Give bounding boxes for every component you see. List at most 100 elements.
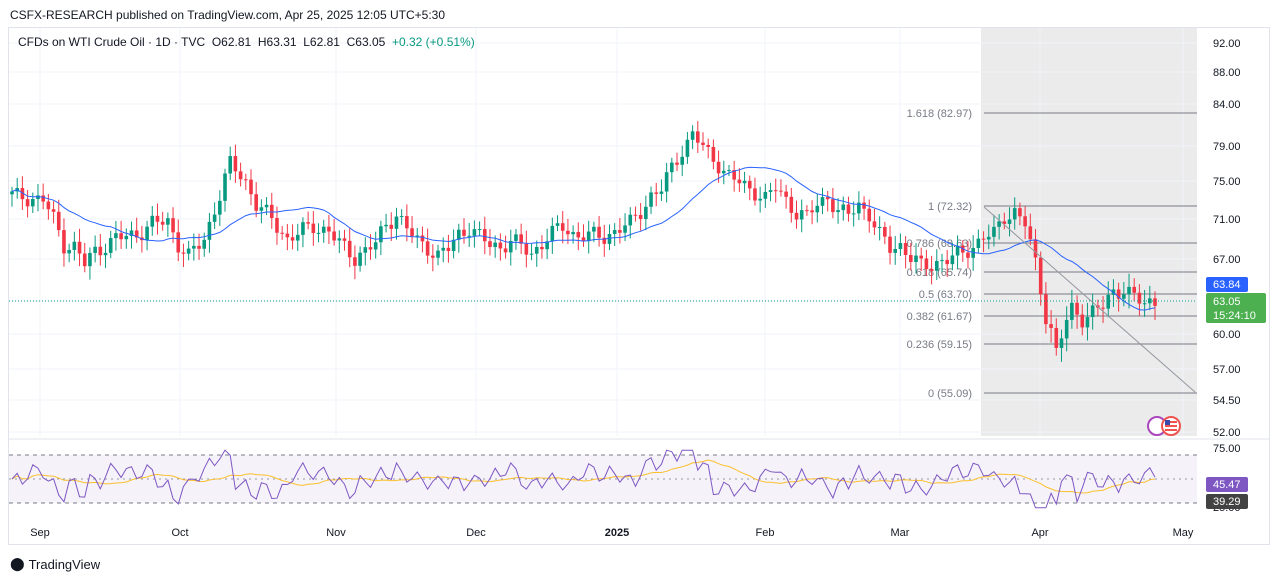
candle-body	[638, 214, 643, 219]
rsi-ma-tag	[1206, 494, 1248, 509]
moving-average-line	[11, 166, 1156, 311]
candle-body	[576, 232, 581, 238]
publisher-header: CSFX-RESEARCH published on TradingView.c…	[10, 8, 446, 22]
candle-body	[280, 232, 284, 234]
candle-body	[20, 188, 25, 200]
candle-body	[696, 131, 700, 143]
candle-body	[259, 207, 264, 211]
candle-body	[685, 139, 690, 157]
candle-body	[451, 239, 456, 252]
fib-level-label: 0.5 (63.70)	[919, 289, 972, 301]
candle-body	[742, 180, 747, 184]
candle-body	[898, 243, 903, 250]
candle-body	[332, 231, 336, 241]
candle-body	[171, 218, 175, 233]
time-axis-label: Oct	[171, 527, 188, 539]
candle-body	[1090, 305, 1095, 318]
candle-body	[290, 237, 295, 241]
fib-level-label: 0.618 (65.74)	[907, 267, 972, 279]
candle-body	[903, 243, 908, 255]
candle-body	[446, 247, 451, 252]
candle-body	[275, 218, 279, 233]
candle-body	[493, 242, 497, 248]
candle-body	[337, 238, 342, 241]
candle-body	[477, 229, 482, 231]
candle-body	[1116, 289, 1121, 299]
candle-body	[353, 257, 357, 266]
candle-body	[1002, 221, 1007, 224]
candle-body	[644, 206, 648, 219]
footer-brand[interactable]: ⬤ TradingView	[10, 556, 100, 572]
high-value: H63.31	[257, 35, 297, 49]
candle-body	[503, 248, 508, 253]
candle-body	[93, 246, 97, 253]
candle-body	[420, 235, 425, 242]
candle-body	[857, 202, 861, 214]
candle-body	[649, 192, 653, 207]
candle-body	[197, 245, 201, 249]
candle-body	[1127, 286, 1131, 295]
candle-body	[623, 225, 627, 233]
candle-body	[88, 252, 92, 267]
candle-body	[243, 179, 248, 181]
candle-body	[150, 215, 155, 227]
candle-body	[218, 200, 222, 215]
candle-body	[794, 212, 799, 220]
candle-body	[415, 235, 420, 237]
price-axis-label: 84.00	[1213, 99, 1241, 111]
candle-body	[145, 226, 149, 241]
candle-body	[394, 216, 399, 229]
candle-body	[711, 146, 716, 162]
fib-level-label: 0.382 (61.67)	[907, 311, 972, 323]
time-axis-label: Mar	[891, 527, 910, 539]
rsi-ma-line	[11, 459, 1156, 494]
candle-body	[612, 230, 617, 234]
time-axis: Sep Oct Nov Dec 2025 Feb Mar Apr May	[30, 527, 1194, 539]
candle-body	[399, 216, 404, 218]
candle-body	[10, 191, 14, 195]
price-axis-label: 54.50	[1213, 395, 1241, 407]
candle-body	[233, 156, 238, 172]
price-axis-label: 88.00	[1213, 67, 1241, 79]
candle-body	[940, 260, 944, 262]
rsi-value-tag-text: 45.47	[1213, 479, 1241, 491]
candle-body	[924, 258, 929, 270]
candle-body	[441, 247, 446, 251]
candle-body	[877, 226, 882, 228]
candle-body	[1075, 302, 1079, 315]
candle-body	[202, 239, 207, 249]
candle-body	[862, 202, 866, 209]
candle-body	[160, 221, 165, 225]
candle-body	[534, 246, 539, 254]
us-flag-icon[interactable]	[1147, 416, 1181, 436]
candle-body	[436, 250, 440, 258]
candle-body	[841, 204, 846, 211]
change-value: +0.32 (+0.51%)	[391, 35, 475, 49]
candle-body	[103, 252, 108, 256]
candle-body	[482, 229, 487, 242]
candle-body	[524, 243, 529, 255]
candle-body	[228, 156, 233, 174]
candle-body	[285, 233, 290, 238]
candle-body	[888, 236, 892, 253]
price-axis-label: 79.00	[1213, 141, 1241, 153]
fib-level-label: 0.786 (68.63)	[907, 238, 972, 250]
candle-body	[1059, 338, 1064, 348]
candle-body	[560, 223, 565, 231]
countdown-tag-text: 15:24:10	[1213, 310, 1256, 322]
last-price-tag	[1206, 293, 1266, 323]
candle-body	[867, 208, 872, 222]
candle-body	[768, 190, 773, 192]
candle-body	[462, 229, 466, 236]
candle-body	[295, 234, 300, 241]
candle-body	[934, 261, 939, 271]
fib-level-label: 0.236 (59.15)	[907, 339, 972, 351]
price-axis-label: 57.00	[1213, 364, 1241, 376]
candle-body	[1023, 216, 1027, 227]
candle-body	[758, 198, 762, 201]
price-axis: 92.0088.0084.0079.0075.0071.0067.0063.00…	[1213, 38, 1241, 439]
candle-body	[976, 238, 981, 248]
candle-body	[425, 241, 430, 256]
candle-body	[186, 248, 191, 254]
